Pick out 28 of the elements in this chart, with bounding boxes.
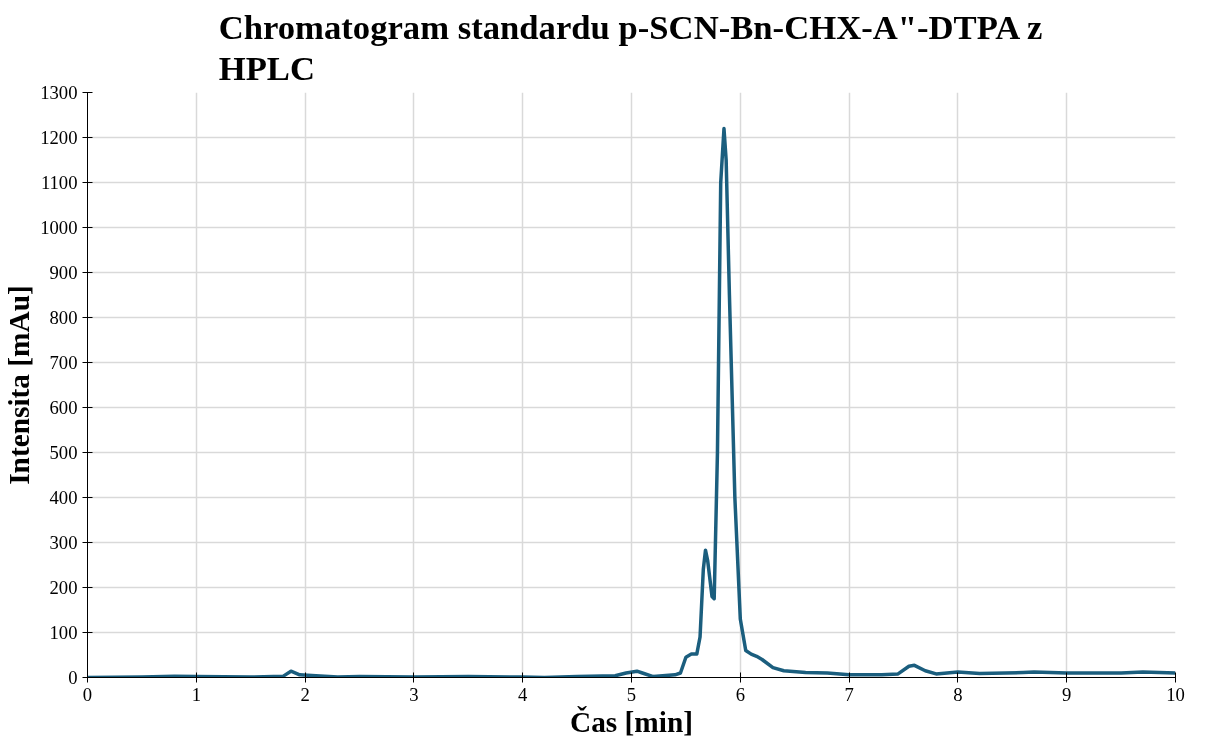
y-tick-label: 1000	[40, 217, 78, 238]
x-tick-label: 10	[1166, 683, 1185, 705]
x-tick-label: 8	[953, 683, 963, 705]
y-tick-label: 1200	[40, 127, 78, 148]
x-tick-label: 5	[626, 683, 637, 705]
x-tick-label: 4	[518, 683, 529, 705]
x-tick-label: 2	[300, 683, 310, 705]
x-axis-title: Čas [min]	[569, 705, 694, 738]
x-tick-label: 1	[191, 683, 201, 705]
y-tick-label: 700	[49, 352, 78, 373]
x-tick-label: 9	[1062, 683, 1072, 705]
y-tick-label: 800	[49, 307, 78, 328]
y-tick-label: 1300	[40, 82, 78, 103]
y-tick-label: 500	[49, 442, 78, 463]
y-tick-label: 900	[49, 262, 78, 283]
y-axis-title: Intensita [mAu]	[3, 285, 36, 485]
y-tick-label: 600	[49, 397, 78, 418]
y-tick-label: 200	[49, 577, 78, 598]
x-tick-label: 7	[844, 683, 854, 705]
x-tick-label: 3	[409, 683, 419, 705]
y-tick-label: 400	[49, 487, 78, 508]
y-tick-label: 100	[49, 622, 78, 643]
y-tick-label: 1100	[40, 172, 78, 193]
y-tick-label: 300	[49, 532, 78, 553]
chart-title: Chromatogram standardu p-SCN-Bn-CHX-A"-DTPA z HPLC	[218, 7, 1043, 88]
x-tick-label: 0	[82, 683, 93, 705]
y-tick-label: 0	[68, 667, 78, 688]
x-tick-label: 6	[735, 683, 745, 705]
